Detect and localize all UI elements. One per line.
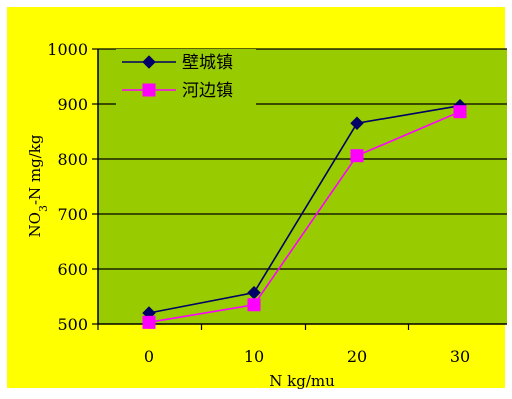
legend-label-2: 河边镇 — [182, 81, 233, 101]
y-tick-label: 700 — [57, 205, 88, 224]
legend-marker-2 — [142, 83, 156, 97]
x-axis-title: N kg/mu — [269, 372, 335, 390]
data-point-series-2 — [453, 105, 467, 119]
data-point-series-2 — [247, 298, 261, 312]
x-tick-label: 10 — [244, 347, 264, 366]
x-tick-labels: 0 10 20 30 — [144, 347, 470, 366]
data-point-series-1 — [350, 116, 364, 130]
axes — [92, 48, 507, 330]
legend-box — [116, 49, 256, 105]
series-line-2 — [148, 110, 461, 324]
legend-marker-1 — [142, 55, 156, 69]
series-line-1 — [148, 104, 461, 314]
data-point-series-2 — [142, 315, 156, 329]
y-axis-title: NO3-N mg/kg — [26, 134, 50, 237]
legend-label-1: 壁城镇 — [182, 53, 233, 73]
y-tick-label: 900 — [57, 95, 88, 114]
series-group — [142, 98, 467, 329]
y-tick-label: 1000 — [47, 40, 88, 59]
x-tick-label: 20 — [347, 347, 367, 366]
y-tick-labels: 500 600 700 800 900 1000 — [47, 40, 88, 334]
y-tick-label: 600 — [57, 260, 88, 279]
x-tick-label: 0 — [144, 347, 154, 366]
x-tick-label: 30 — [450, 347, 470, 366]
y-tick-label: 500 — [57, 315, 88, 334]
data-point-series-2 — [350, 149, 364, 163]
y-tick-label: 800 — [57, 150, 88, 169]
